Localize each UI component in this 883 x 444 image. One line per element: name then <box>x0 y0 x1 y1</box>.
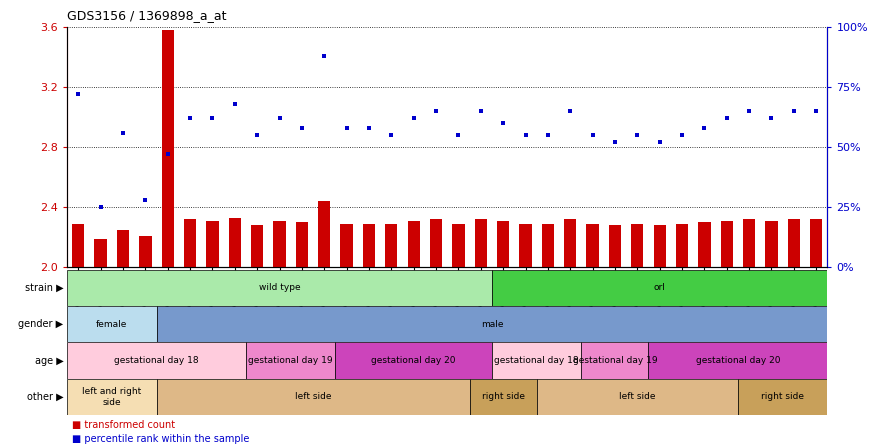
Bar <box>296 222 308 267</box>
Text: right side: right side <box>481 392 525 401</box>
Bar <box>631 224 644 267</box>
Text: gestational day 20: gestational day 20 <box>372 356 456 365</box>
Bar <box>721 221 733 267</box>
Bar <box>67 342 246 379</box>
Bar <box>492 342 581 379</box>
Text: female: female <box>96 320 127 329</box>
Bar <box>274 221 286 267</box>
Bar <box>675 224 688 267</box>
Bar <box>470 379 537 415</box>
Text: other ▶: other ▶ <box>27 392 64 402</box>
Bar <box>140 236 152 267</box>
Bar <box>67 306 156 342</box>
Bar <box>385 224 397 267</box>
Text: gestational day 18: gestational day 18 <box>114 356 199 365</box>
Text: age ▶: age ▶ <box>34 356 64 365</box>
Bar <box>738 379 827 415</box>
Text: right side: right side <box>761 392 804 401</box>
Bar <box>156 306 827 342</box>
Bar <box>117 230 129 267</box>
Bar <box>492 270 827 306</box>
Bar <box>564 219 577 267</box>
Text: left side: left side <box>295 392 331 401</box>
Bar <box>408 221 419 267</box>
Bar <box>581 342 648 379</box>
Text: wild type: wild type <box>259 283 300 292</box>
Text: gestational day 19: gestational day 19 <box>573 356 657 365</box>
Bar <box>648 342 827 379</box>
Bar <box>156 379 470 415</box>
Text: gestational day 20: gestational day 20 <box>696 356 781 365</box>
Text: GDS3156 / 1369898_a_at: GDS3156 / 1369898_a_at <box>67 9 227 22</box>
Bar <box>318 201 330 267</box>
Bar <box>475 219 487 267</box>
Bar <box>608 225 621 267</box>
Text: left side: left side <box>619 392 655 401</box>
Bar <box>72 224 85 267</box>
Bar <box>341 224 353 267</box>
Bar <box>336 342 492 379</box>
Bar <box>162 30 174 267</box>
Bar <box>653 225 666 267</box>
Bar <box>452 224 464 267</box>
Bar <box>519 224 532 267</box>
Text: ■ percentile rank within the sample: ■ percentile rank within the sample <box>72 434 249 444</box>
Text: male: male <box>480 320 503 329</box>
Text: strain ▶: strain ▶ <box>25 283 64 293</box>
Text: orl: orl <box>653 283 666 292</box>
Bar <box>251 225 263 267</box>
Bar <box>766 221 778 267</box>
Bar <box>229 218 241 267</box>
Bar <box>207 221 219 267</box>
Bar <box>184 219 196 267</box>
Text: ■ transformed count: ■ transformed count <box>72 420 175 430</box>
Bar <box>541 224 554 267</box>
Bar <box>497 221 509 267</box>
Bar <box>363 224 375 267</box>
Bar <box>698 222 711 267</box>
Text: gestational day 19: gestational day 19 <box>248 356 333 365</box>
Text: gestational day 18: gestational day 18 <box>494 356 579 365</box>
Bar <box>788 219 800 267</box>
Bar <box>94 239 107 267</box>
Text: gender ▶: gender ▶ <box>19 319 64 329</box>
Bar <box>430 219 442 267</box>
Bar <box>743 219 755 267</box>
Bar <box>246 342 336 379</box>
Bar <box>810 219 822 267</box>
Bar <box>67 270 492 306</box>
Text: left and right
side: left and right side <box>82 387 141 407</box>
Bar <box>586 224 599 267</box>
Bar <box>537 379 738 415</box>
Bar <box>67 379 156 415</box>
